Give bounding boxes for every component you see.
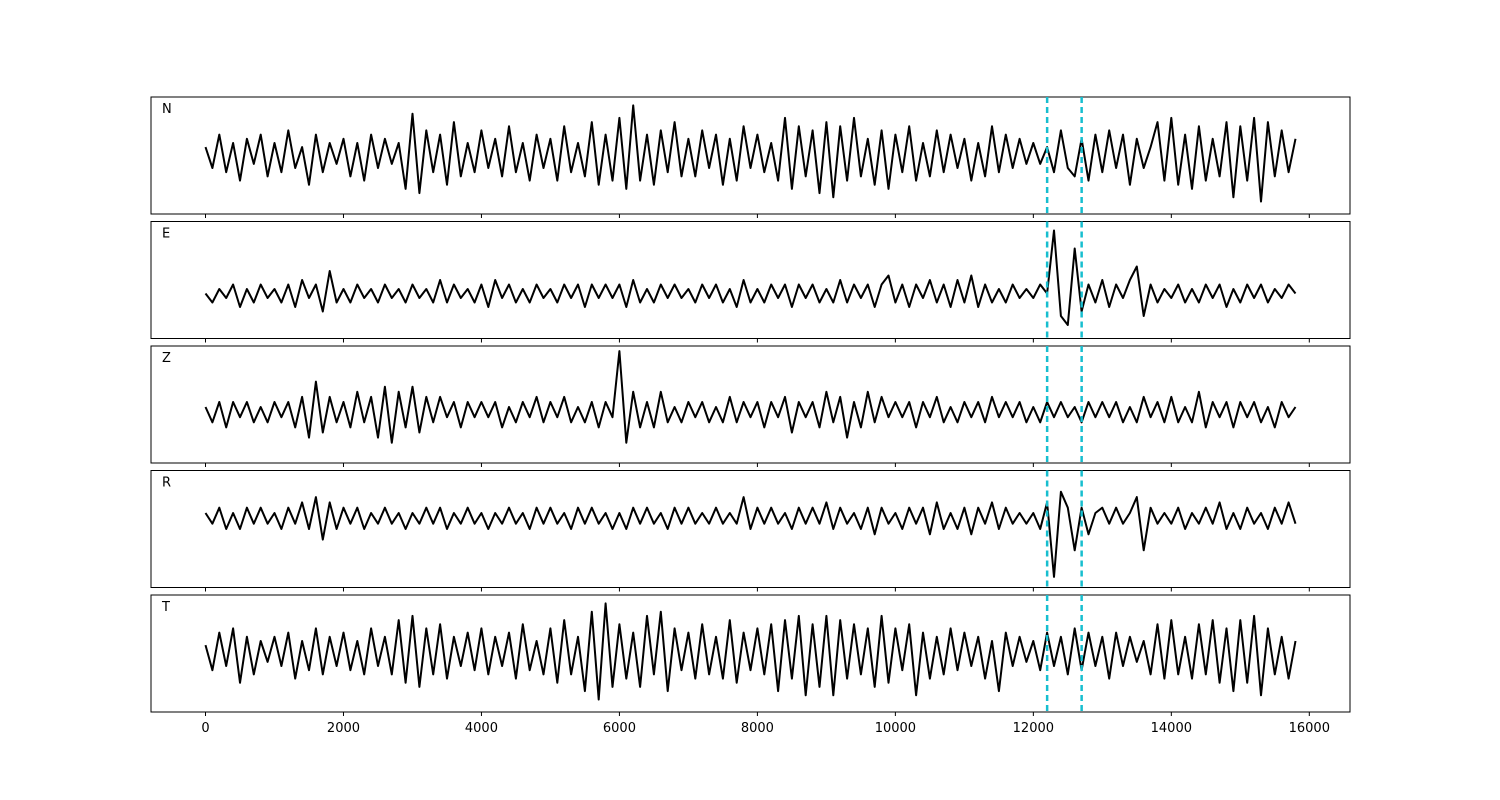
x-tick-label: 12000 [1013,721,1054,736]
x-tick-label: 2000 [327,721,360,736]
panel-frame [150,345,1351,464]
panel-label: T [161,600,170,615]
panel-frame [150,221,1351,339]
x-tick-label: 10000 [875,721,916,736]
panel-label: Z [162,351,171,366]
panel-label: E [162,227,170,242]
x-tick-label: 0 [201,721,209,736]
x-tick-label: 8000 [741,721,774,736]
waveform [204,229,1297,326]
x-tick-label: 16000 [1289,721,1330,736]
panel-frame [150,470,1351,588]
panel-frame [150,96,1351,215]
waveform [204,104,1297,203]
x-tick-label: 6000 [603,721,636,736]
panel-label: N [162,102,172,117]
waveform [204,490,1297,578]
x-tick-label: 14000 [1151,721,1192,736]
waveform [204,350,1297,444]
panel-label: R [162,476,171,491]
x-tick-label: 4000 [465,721,498,736]
panel-frame [150,594,1351,713]
waveform [204,602,1297,701]
